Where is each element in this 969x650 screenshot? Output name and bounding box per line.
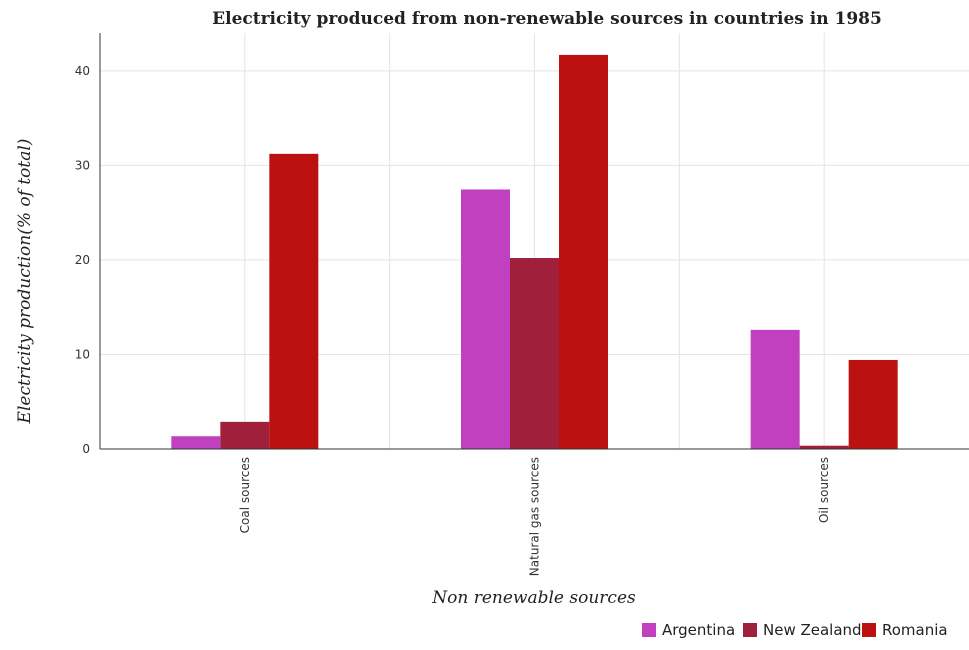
legend-label: New Zealand	[763, 621, 862, 639]
y-tick-label: 30	[75, 158, 90, 172]
bar-romania-1	[559, 54, 608, 450]
legend-swatch	[743, 623, 757, 637]
bar-romania-2	[848, 359, 898, 449]
legend-swatch	[642, 623, 656, 637]
bar-argentina-2	[750, 329, 800, 449]
bar-argentina-0	[171, 436, 221, 449]
y-axis-label: Electricity production(% of total)	[15, 139, 35, 425]
bar-new-zealand-0	[220, 421, 270, 449]
x-tick-label: Coal sources	[238, 457, 252, 533]
legend-label: Argentina	[662, 621, 735, 639]
y-tick-label: 40	[75, 64, 90, 78]
bar-new-zealand-1	[510, 258, 559, 449]
x-axis-label: Non renewable sources	[431, 588, 636, 608]
y-tick-label: 20	[75, 253, 90, 267]
x-tick-label: Oil sources	[817, 457, 831, 523]
axes: 0 10 20 30 40 Coal sources Natural gas sources…	[75, 33, 969, 576]
y-tick-label: 0	[82, 442, 90, 456]
legend-label: Romania	[882, 621, 948, 639]
bar-argentina-1	[461, 189, 510, 450]
y-tick-label: 10	[75, 347, 90, 361]
bar-romania-0	[269, 153, 319, 449]
bar-new-zealand-2	[799, 445, 849, 449]
bars	[171, 54, 898, 450]
legend: Argentina New Zealand Romania	[642, 621, 948, 639]
legend-swatch	[862, 623, 876, 637]
chart-title: Electricity produced from non-renewable …	[212, 9, 882, 29]
x-tick-label: Natural gas sources	[528, 457, 542, 576]
